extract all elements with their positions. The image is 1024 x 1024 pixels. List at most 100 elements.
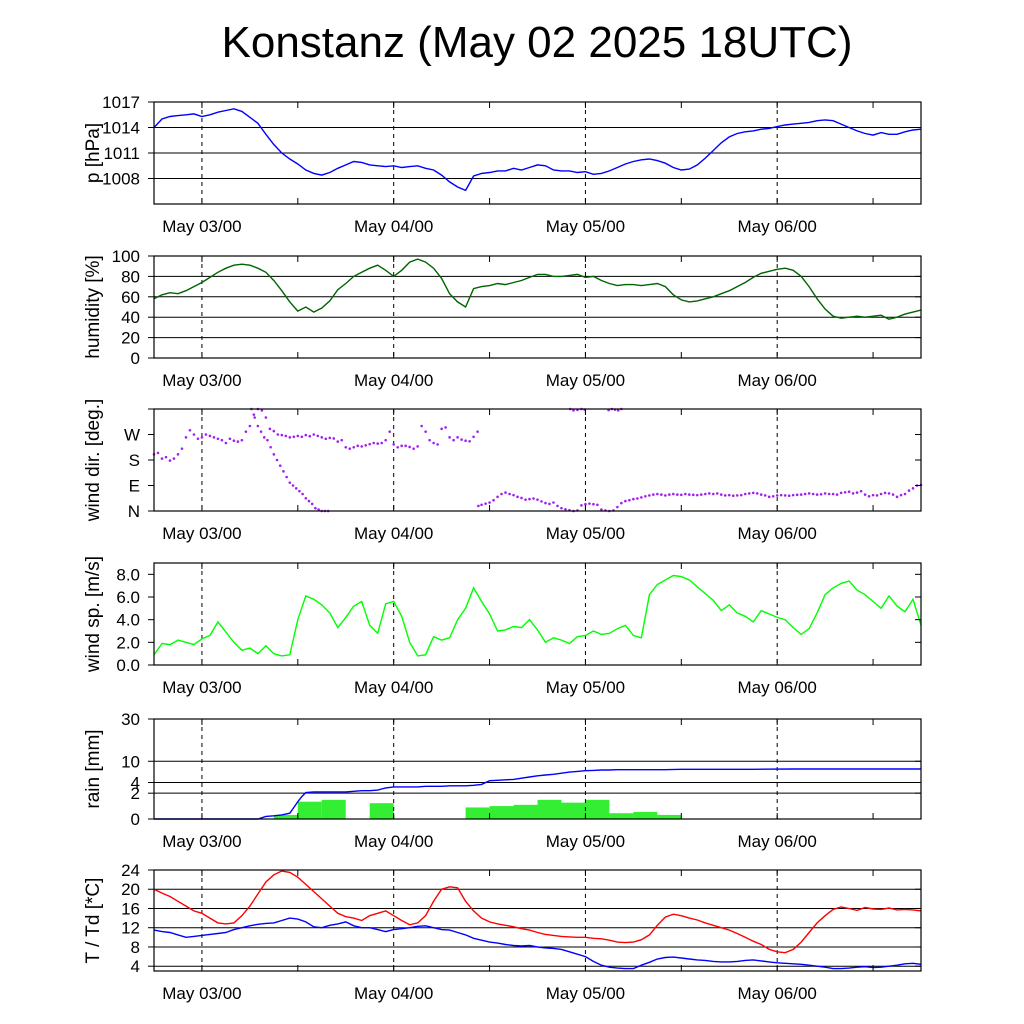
wind-dir-point bbox=[588, 502, 591, 505]
wind-dir-point bbox=[272, 453, 276, 456]
wind-dir-point bbox=[859, 489, 863, 493]
wind-dir-point bbox=[544, 501, 547, 505]
wind-dir-point bbox=[314, 506, 317, 510]
y-tick-label: 80 bbox=[121, 267, 140, 286]
wind-dir-point bbox=[308, 434, 312, 438]
wind-dir-point bbox=[204, 433, 208, 436]
wind-dir-point bbox=[552, 501, 555, 504]
wind-dir-point bbox=[855, 491, 859, 494]
wind-dir-point bbox=[253, 416, 256, 419]
wind-dir-point bbox=[843, 491, 847, 494]
wind-dir-point bbox=[767, 495, 771, 499]
x-tick-label: May 04/00 bbox=[354, 371, 433, 390]
wind-dir-point bbox=[903, 492, 907, 496]
wind-dir-point bbox=[248, 424, 252, 428]
wind-dir-point bbox=[656, 492, 659, 496]
series-line-wind_speed bbox=[153, 574, 922, 657]
wind-dir-point bbox=[484, 502, 487, 505]
wind-dir-point bbox=[212, 436, 216, 439]
x-tick-label: May 04/00 bbox=[354, 678, 433, 697]
wind-dir-point bbox=[616, 505, 619, 509]
x-tick-label: May 05/00 bbox=[546, 678, 625, 697]
wind-dir-point bbox=[911, 487, 915, 490]
wind-dir-point bbox=[156, 451, 160, 455]
wind-dir-point bbox=[771, 494, 775, 498]
wind-dir-point bbox=[472, 435, 475, 439]
wind-dir-point bbox=[755, 492, 759, 495]
rain-bar bbox=[465, 807, 490, 819]
wind-dir-point bbox=[262, 436, 266, 439]
wind-dir-point bbox=[624, 499, 627, 503]
wind-dir-point bbox=[835, 493, 839, 496]
wind-dir-point bbox=[735, 494, 739, 497]
y-tick-label: 0 bbox=[131, 810, 140, 829]
wind-dir-point bbox=[324, 437, 328, 441]
wind-dir-point bbox=[216, 437, 220, 441]
rain-bar bbox=[489, 806, 514, 819]
wind-dir-point bbox=[269, 445, 272, 449]
wind-dir-point bbox=[628, 498, 631, 502]
y-tick-label: 1014 bbox=[102, 119, 140, 138]
wind-dir-point bbox=[468, 440, 471, 443]
wind-dir-point bbox=[476, 430, 479, 433]
series-line-dewpoint bbox=[153, 917, 922, 970]
wind-dir-point bbox=[664, 494, 667, 497]
x-tick-label: May 06/00 bbox=[737, 832, 816, 851]
rain-bar bbox=[369, 803, 394, 819]
wind-dir-point bbox=[827, 492, 831, 496]
wind-dir-point bbox=[456, 436, 459, 439]
y-tick-label: 4 bbox=[131, 957, 140, 976]
wind-dir-point bbox=[368, 442, 372, 446]
y-tick-label: E bbox=[129, 477, 140, 496]
x-tick-label: May 03/00 bbox=[162, 984, 241, 1003]
wind-dir-point bbox=[676, 493, 679, 496]
x-tick-label: May 04/00 bbox=[354, 217, 433, 236]
rain-bar bbox=[321, 799, 346, 819]
wind-dir-point bbox=[396, 445, 399, 449]
wind-dir-point bbox=[899, 493, 903, 497]
wind-dir-point bbox=[228, 437, 232, 441]
wind-dir-point bbox=[256, 424, 260, 428]
wind-dir-point bbox=[424, 430, 427, 433]
wind-dir-point bbox=[524, 498, 527, 501]
wind-dir-point bbox=[640, 496, 643, 499]
wind-dir-point bbox=[508, 492, 511, 496]
y-tick-label: 40 bbox=[121, 308, 140, 327]
wind-dir-point bbox=[520, 496, 523, 500]
wind-dir-point bbox=[540, 500, 543, 503]
wind-dir-point bbox=[620, 501, 623, 505]
wind-dir-point bbox=[304, 496, 308, 500]
wind-dir-point bbox=[703, 492, 707, 496]
wind-dir-point bbox=[783, 494, 787, 497]
wind-dir-point bbox=[384, 438, 387, 442]
wind-dir-point bbox=[668, 493, 671, 496]
wind-dir-point bbox=[592, 502, 595, 506]
wind-dir-point bbox=[376, 442, 380, 445]
wind-dir-point bbox=[298, 489, 301, 493]
wind-dir-point bbox=[220, 438, 224, 442]
y-tick-label: 4 bbox=[131, 773, 140, 792]
wind-dir-point bbox=[352, 445, 356, 449]
wind-dir-point bbox=[680, 493, 683, 497]
wind-dir-point bbox=[477, 504, 480, 508]
wind-dir-point bbox=[747, 492, 751, 495]
wind-dir-point bbox=[711, 492, 715, 496]
series-line-humidity bbox=[153, 258, 922, 320]
wind-dir-point bbox=[264, 416, 268, 419]
y-axis-label: T / Td [*C] bbox=[83, 878, 104, 964]
rain-bar bbox=[585, 799, 610, 819]
wind-dir-point bbox=[310, 502, 314, 506]
wind-dir-point bbox=[328, 436, 332, 440]
wind-dir-point bbox=[831, 492, 835, 496]
x-tick-label: May 05/00 bbox=[546, 371, 625, 390]
x-tick-label: May 03/00 bbox=[162, 678, 241, 697]
wind-dir-point bbox=[240, 438, 244, 442]
wind-dir-point bbox=[891, 493, 895, 496]
y-axis-label: wind dir. [deg.] bbox=[83, 399, 104, 523]
y-tick-label: 0 bbox=[131, 349, 140, 368]
y-axis-label: rain [mm] bbox=[83, 729, 104, 808]
x-tick-label: May 04/00 bbox=[354, 984, 433, 1003]
panel-frame bbox=[153, 255, 922, 359]
x-tick-label: May 06/00 bbox=[737, 217, 816, 236]
y-tick-label: 8 bbox=[131, 938, 140, 957]
